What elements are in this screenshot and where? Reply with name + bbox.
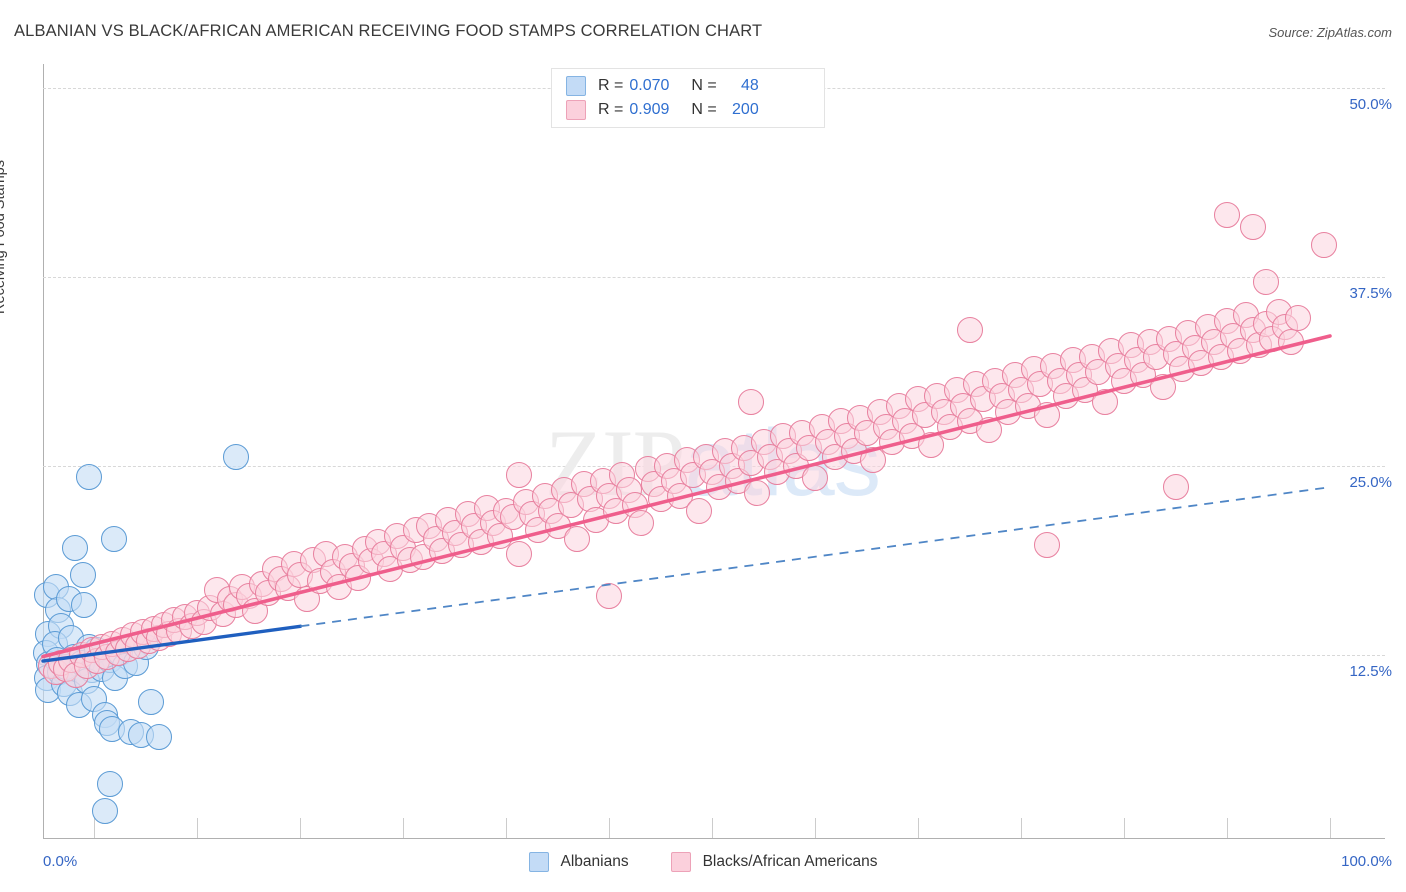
n-value: 48: [740, 77, 759, 94]
data-point: [506, 462, 533, 489]
x-axis-tick: [1021, 818, 1023, 838]
n-label: N =: [691, 77, 717, 94]
black-african-american-color-swatch: [566, 100, 586, 120]
data-point: [744, 480, 771, 507]
statistics-legend: R = 0.070 N = 48 R = 0.909 N = 200: [551, 68, 825, 128]
x-axis-tick: [815, 818, 817, 838]
x-axis-min-label: 0.0%: [43, 853, 78, 870]
data-point: [1149, 374, 1176, 401]
data-point: [506, 540, 533, 567]
data-point: [628, 510, 655, 537]
page-title: ALBANIAN VS BLACK/AFRICAN AMERICAN RECEI…: [14, 22, 763, 40]
gridline: [43, 277, 1385, 278]
y-axis-tick-label: 25.0%: [1349, 474, 1392, 491]
data-point: [956, 316, 983, 343]
data-point: [71, 592, 98, 619]
data-point: [76, 463, 103, 490]
r-value: 0.909: [629, 101, 670, 118]
y-axis-tick-label: 37.5%: [1349, 285, 1392, 302]
data-point: [1310, 232, 1337, 259]
x-axis-tick: [506, 818, 508, 838]
y-axis-title: Receiving Food Stamps: [0, 160, 8, 314]
data-point: [1162, 474, 1189, 501]
x-axis-tick: [1227, 818, 1229, 838]
data-point: [69, 561, 96, 588]
r-label: R =: [598, 77, 624, 94]
albanian-legend-swatch: [528, 852, 549, 872]
data-point: [138, 688, 165, 715]
x-axis-tick: [94, 818, 96, 838]
x-axis-line: [43, 838, 1385, 839]
data-point: [596, 583, 623, 610]
data-point: [1033, 531, 1060, 558]
data-point: [62, 534, 89, 561]
legend-item-blacks-african-americans[interactable]: Blacks/African Americans: [670, 852, 878, 872]
plot-area: [32, 80, 1385, 838]
legend-item-albanians[interactable]: Albanians: [528, 852, 629, 872]
x-axis-tick: [712, 818, 714, 838]
data-point: [96, 770, 123, 797]
albanian-color-swatch: [566, 76, 586, 96]
x-axis-tick: [1330, 818, 1331, 838]
data-point: [686, 498, 713, 525]
n-value: 200: [732, 101, 759, 118]
legend-label: Albanians: [560, 853, 629, 870]
x-axis-max-label: 100.0%: [1341, 853, 1392, 870]
x-axis-tick: [403, 818, 405, 838]
r-label: R =: [598, 101, 624, 118]
source-attribution: Source: ZipAtlas.com: [1268, 25, 1392, 40]
data-point: [145, 723, 172, 750]
x-axis-tick: [918, 818, 920, 838]
x-axis-tick: [300, 818, 302, 838]
data-point: [100, 525, 127, 552]
data-point: [1033, 401, 1060, 428]
legend-label: Blacks/African Americans: [702, 853, 878, 870]
series-legend: Albanians Blacks/African Americans: [0, 852, 1406, 872]
data-point: [1091, 389, 1118, 416]
data-point: [1278, 329, 1305, 356]
data-point: [91, 797, 118, 824]
y-axis-tick-label: 12.5%: [1349, 663, 1392, 680]
y-axis-tick-label: 50.0%: [1349, 96, 1392, 113]
data-point: [223, 443, 250, 470]
data-point: [1214, 202, 1241, 228]
data-point: [1284, 304, 1311, 331]
x-axis-tick: [1124, 818, 1126, 838]
data-point: [737, 389, 764, 416]
x-axis-tick: [197, 818, 199, 838]
x-axis-tick: [609, 818, 611, 838]
data-point: [1239, 214, 1266, 241]
data-point: [802, 465, 829, 492]
r-value: 0.070: [629, 77, 670, 94]
black-african-american-legend-swatch: [670, 852, 691, 872]
data-point: [1252, 268, 1279, 295]
stats-row-albanians: R = 0.070 N = 48: [566, 76, 824, 96]
n-label: N =: [691, 101, 717, 118]
stats-row-blacks-african-americans: R = 0.909 N = 200: [566, 100, 824, 120]
